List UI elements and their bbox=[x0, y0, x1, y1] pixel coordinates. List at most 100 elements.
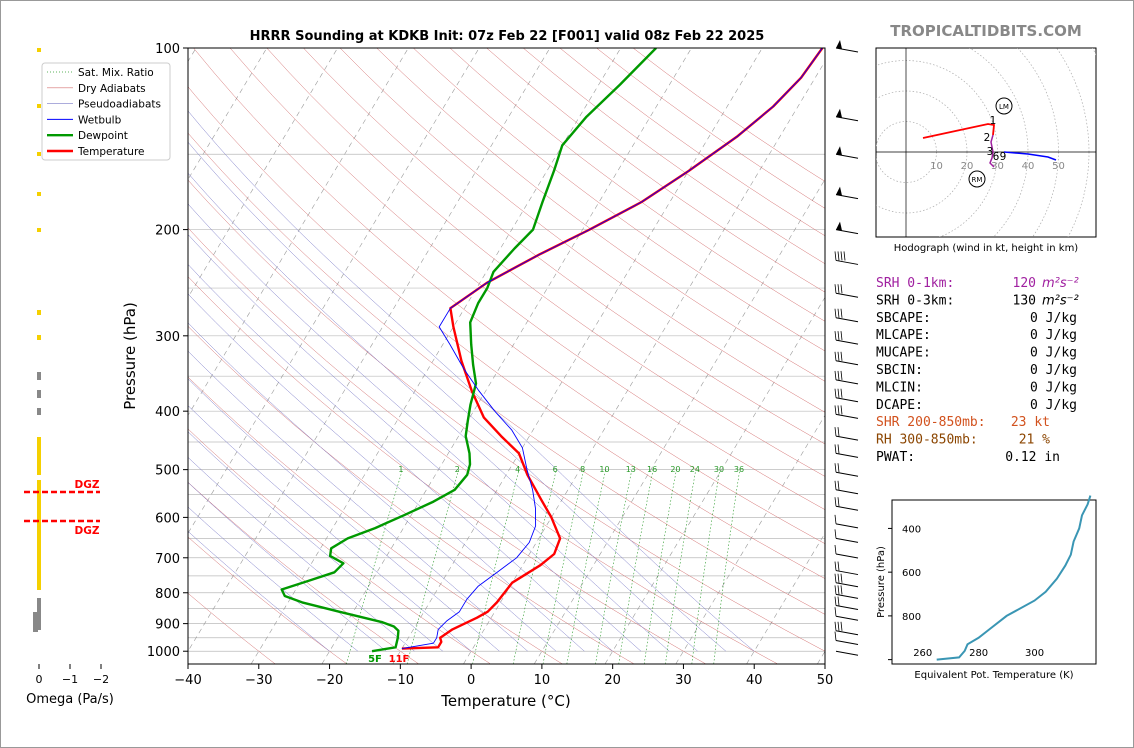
wind-barb bbox=[834, 388, 859, 403]
omega-bar bbox=[37, 545, 41, 590]
pseudoadiabat bbox=[188, 378, 500, 652]
wind-barb bbox=[834, 427, 859, 441]
parameter-value: 23 kt bbox=[1011, 415, 1050, 430]
omega-bar bbox=[37, 192, 41, 196]
x-tick-label: 10 bbox=[534, 673, 551, 688]
hodograph-ring-label: 50 bbox=[1052, 161, 1065, 172]
wind-barb bbox=[834, 607, 859, 621]
dry-adiabat bbox=[188, 481, 419, 664]
hodograph-height-label: 2 bbox=[984, 132, 991, 144]
dgz-label: DGZ bbox=[75, 479, 100, 491]
y-tick-label: 500 bbox=[155, 464, 180, 479]
parameters-table: SRH 0-1km: 120 m²s⁻² SRH 0-3km: 130 m²s⁻² SBCA… bbox=[876, 276, 1079, 465]
hodograph-ring-label: 10 bbox=[930, 161, 943, 172]
dry-adiabat bbox=[188, 428, 491, 664]
omega-bar bbox=[37, 104, 41, 108]
wind-barb bbox=[835, 650, 859, 656]
pseudoadiabat bbox=[188, 293, 585, 652]
legend-entry: Dewpoint bbox=[78, 130, 128, 142]
mixing-ratio-line bbox=[542, 469, 585, 664]
parameter-value: 0 J/kg bbox=[1030, 398, 1077, 413]
pseudoadiabat bbox=[188, 110, 755, 652]
wind-barb bbox=[834, 331, 859, 345]
storm-motion-label: RM bbox=[972, 176, 983, 184]
mixing-ratio-line bbox=[665, 469, 697, 664]
mixing-ratio-label: 30 bbox=[714, 465, 724, 474]
theta-e-x-tick-label: 260 bbox=[913, 648, 932, 659]
wind-barb bbox=[835, 40, 859, 53]
dry-adiabat bbox=[188, 536, 348, 664]
theta-e-x-tick-label: 300 bbox=[1025, 648, 1044, 659]
mixing-ratio-label: 16 bbox=[647, 465, 657, 474]
wind-barb bbox=[835, 221, 859, 235]
mixing-ratio-line bbox=[346, 469, 403, 664]
isotherm-line bbox=[392, 48, 763, 664]
parameter-value: 21 % bbox=[1019, 433, 1050, 448]
omega-bar bbox=[37, 437, 41, 475]
dewpoint-line bbox=[280, 48, 657, 653]
plot-border bbox=[187, 47, 826, 665]
pseudoadiabat bbox=[188, 482, 387, 652]
pseudoadiabat bbox=[188, 172, 698, 652]
x-tick-label: 20 bbox=[604, 673, 621, 688]
parameter-label: DCAPE: bbox=[876, 398, 923, 413]
dry-adiabat bbox=[188, 132, 825, 615]
wind-barb bbox=[834, 544, 859, 559]
dry-adiabat bbox=[193, 48, 825, 544]
hodograph-ring-label: 20 bbox=[961, 161, 974, 172]
pseudoadiabat bbox=[188, 530, 330, 652]
wind-barb bbox=[834, 573, 859, 588]
mixing-ratio-line bbox=[472, 469, 520, 664]
wind-barb bbox=[834, 621, 859, 636]
parameter-value: 0.12 in bbox=[1005, 450, 1060, 465]
theta-e-border bbox=[891, 499, 1097, 665]
wind-barb bbox=[834, 444, 859, 458]
mixing-ratio-label: 24 bbox=[690, 465, 700, 474]
legend: Sat. Mix. Ratio Dry Adiabats Pseudoadiabat… bbox=[41, 62, 171, 161]
parameter-label: MLCAPE: bbox=[876, 328, 931, 343]
isotherm-line bbox=[746, 532, 825, 664]
hodograph-trace-high bbox=[1003, 151, 1057, 161]
pseudoadiabat bbox=[188, 431, 443, 652]
mixing-ratio-label: 20 bbox=[670, 465, 680, 474]
pseudoadiabat bbox=[188, 350, 528, 652]
y-tick-label: 100 bbox=[155, 42, 180, 57]
chart-title: HRRR Sounding at KDKB Init: 07z Feb 22 [… bbox=[250, 29, 765, 44]
mixing-ratio-line bbox=[595, 469, 633, 664]
omega-bar bbox=[37, 390, 41, 398]
pseudoadiabat bbox=[188, 405, 472, 652]
x-tick-label: −10 bbox=[387, 673, 414, 688]
pseudoadiabat bbox=[188, 456, 415, 652]
parameter-label: SBCAPE: bbox=[876, 311, 931, 326]
theta-e-x-tick-label: 280 bbox=[969, 648, 988, 659]
parameter-value: 0 J/kg bbox=[1030, 328, 1077, 343]
omega-bar bbox=[37, 152, 41, 156]
dry-adiabat bbox=[188, 325, 635, 664]
dry-adiabat bbox=[188, 376, 563, 664]
isotherm-line bbox=[188, 48, 480, 534]
mixing-ratio-line bbox=[406, 469, 459, 664]
wind-barb bbox=[834, 284, 859, 298]
mixing-ratio-label: 2 bbox=[455, 465, 460, 474]
wind-barb bbox=[834, 351, 859, 366]
y-tick-label: 600 bbox=[155, 511, 180, 526]
omega-bar bbox=[37, 335, 41, 340]
y-tick-label: 300 bbox=[155, 330, 180, 345]
hodograph-height-label: 3 bbox=[987, 146, 994, 158]
surface-temperature-label: 11F bbox=[389, 654, 410, 665]
theta-e-x-label: Equivalent Pot. Temperature (K) bbox=[914, 670, 1073, 681]
y-tick-label: 900 bbox=[155, 618, 180, 633]
wind-barbs bbox=[834, 40, 859, 656]
isotherm-line bbox=[675, 414, 825, 664]
mixing-ratio-line bbox=[691, 469, 721, 664]
omega-bar bbox=[37, 372, 41, 380]
dry-adiabat bbox=[188, 227, 778, 664]
wind-barb bbox=[834, 370, 859, 385]
isotherm-line bbox=[604, 296, 825, 664]
y-axis-label: Pressure (hPa) bbox=[121, 302, 139, 410]
legend-entry: Wetbulb bbox=[78, 114, 122, 126]
parameter-label: RH 300-850mb: bbox=[876, 433, 978, 448]
x-tick-label: 50 bbox=[817, 673, 834, 688]
legend-entry: Pseudoadiabats bbox=[78, 99, 161, 111]
